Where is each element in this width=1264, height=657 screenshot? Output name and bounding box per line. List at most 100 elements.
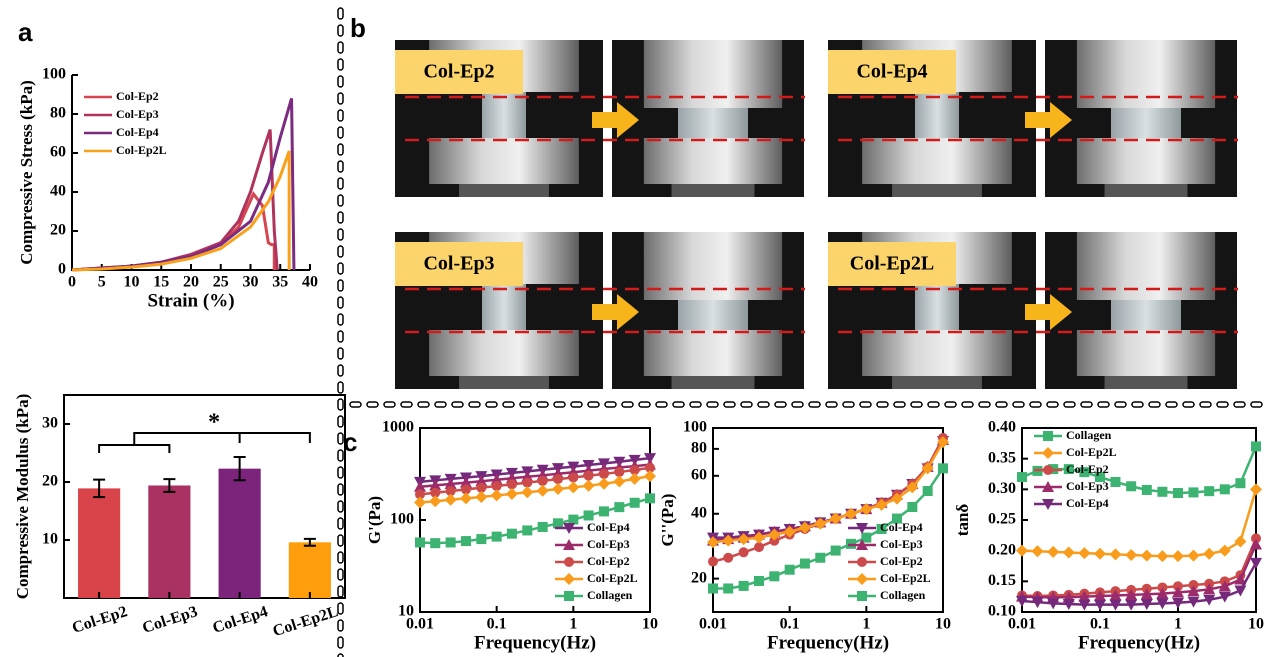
marker [644,470,656,482]
divider-dash [792,402,803,407]
y-tick-label: 80 [691,440,707,457]
divider-dash [338,110,343,121]
y-axis-label: tanδ [953,504,972,537]
x-tick-label: 0.1 [780,616,800,633]
base [1105,184,1188,197]
x-tick-label: 5 [98,274,106,291]
divider-dash [338,637,343,648]
x-axis-label: Frequency(Hz) [474,632,596,653]
divider-dash [724,402,735,407]
divider-dash [338,467,343,478]
base [459,184,549,197]
crushed-sample [1111,108,1181,138]
y-tick-label: 0.25 [988,511,1016,528]
divider-dash [554,402,565,407]
marker [1142,485,1152,495]
y-axis-label: G'(Pa) [365,496,384,544]
divider-dash [338,297,343,308]
y-tick-label: 0 [58,261,66,278]
legend-marker [563,573,575,585]
divider-dash [338,144,343,155]
marker [831,546,841,556]
y-axis-label: Compressive Stress (kPa) [17,80,36,264]
marker [460,492,472,504]
photo-label: Col-Ep2 [423,61,494,83]
marker [506,488,518,500]
divider-dash [338,331,343,342]
legend-marker [857,557,867,567]
x-tick-label: 1 [1174,616,1182,633]
divider-dash [809,402,820,407]
crushed-sample [678,108,748,138]
marker [568,472,578,482]
divider-dash [707,402,718,407]
divider-dash [860,402,871,407]
marker [429,495,441,507]
x-tick-label: 15 [153,274,169,291]
legend-label: Col-Ep3 [880,537,923,551]
marker [1187,550,1199,562]
divider-dash [338,59,343,70]
marker [1094,548,1106,560]
marker [923,486,933,496]
divider-dash [418,402,429,407]
marker [599,506,609,516]
y-tick-label: 40 [691,504,707,521]
divider-dash [338,416,343,427]
x-tick-label: 0.01 [699,616,727,633]
marker [1047,546,1059,558]
base [672,184,755,197]
y-tick-label: 0.40 [988,419,1016,436]
legend-label: Collagen [587,588,633,602]
divider-dash [338,25,343,36]
divider-dash [338,433,343,444]
divider-dash [1081,402,1092,407]
marker [507,529,517,539]
marker [414,496,426,508]
bar [289,542,331,598]
x-tick-label: 10 [935,616,951,633]
divider-dash [1047,402,1058,407]
divider-dash [367,402,378,407]
marker [507,479,517,489]
divider-dash [690,402,701,407]
marker [1031,545,1043,557]
divider-dash [338,280,343,291]
marker [538,522,548,532]
divider-dash [452,402,463,407]
legend-label: Col-Ep4 [880,520,923,534]
x-tick-label: 0.1 [1090,616,1110,633]
base [892,376,982,389]
panel-label: a [18,17,33,47]
marker [598,478,610,490]
divider-dash [877,402,888,407]
crushed-sample [678,300,748,330]
divider-dash [775,402,786,407]
legend-marker [1043,431,1053,441]
y-tick-label: 60 [691,466,707,483]
lower-platen [429,330,579,376]
y-tick-label: 10 [398,603,414,620]
marker [415,537,425,547]
x-tick-label: 10 [642,616,658,633]
marker [430,538,440,548]
y-tick-label: 20 [691,569,707,586]
divider-dash [605,402,616,407]
legend-label: Col-Ep2 [880,554,923,568]
lower-platen [1077,138,1215,184]
marker [1235,478,1245,488]
y-tick-label: 80 [50,105,66,122]
marker [739,547,749,557]
divider-dash [338,348,343,359]
marker [1172,550,1184,562]
marker [723,553,733,563]
divider-dash [520,402,531,407]
divider-dash [338,603,343,614]
divider-dash [537,402,548,407]
marker [708,583,718,593]
photo-label: Col-Ep3 [423,253,494,275]
x-tick-label: 1 [862,616,870,633]
marker [1219,545,1231,557]
divider-dash [894,402,905,407]
marker [1188,487,1198,497]
